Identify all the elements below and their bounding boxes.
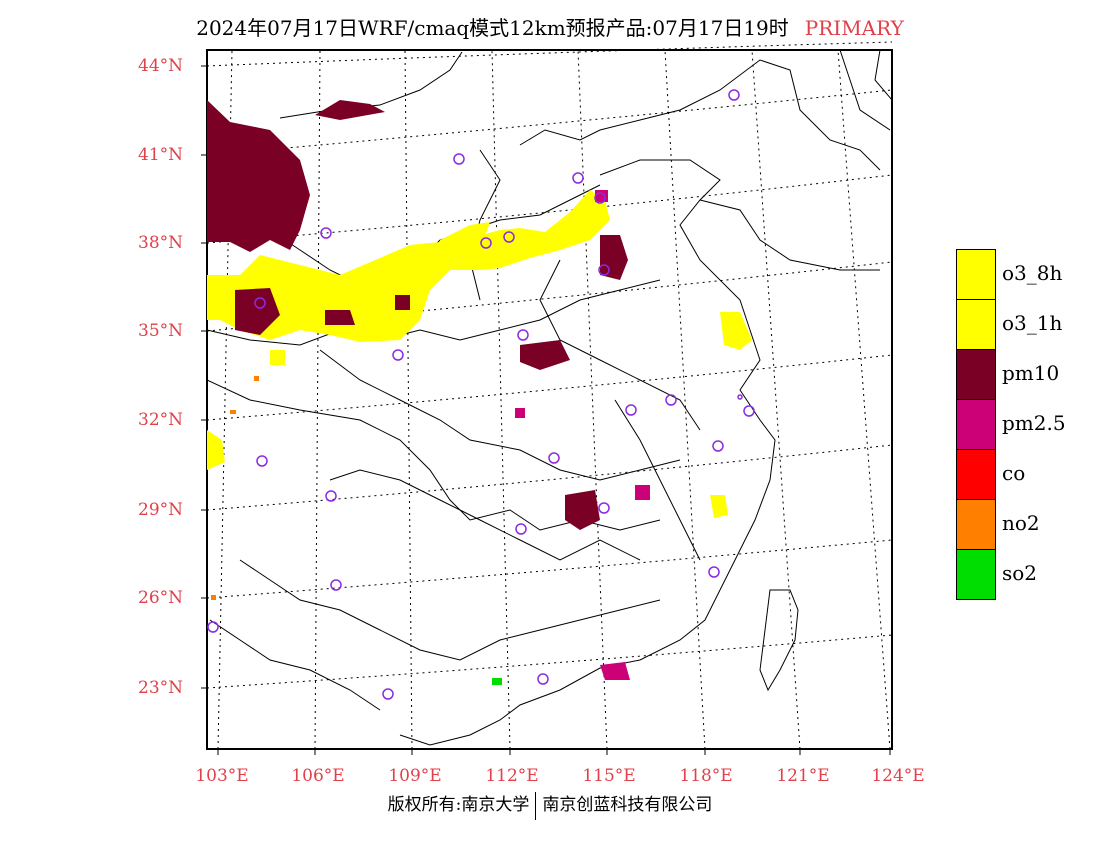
pm10-area-hexi (235, 288, 280, 335)
station-marker (594, 192, 606, 204)
footer-left: 版权所有:南京大学 (387, 795, 530, 815)
station-markers (207, 89, 755, 700)
lat-label: 32°N (138, 410, 184, 430)
station-marker (598, 502, 610, 514)
station-marker (712, 440, 724, 452)
pm10-areas (207, 100, 628, 530)
station-marker (320, 227, 332, 239)
station-marker (453, 153, 465, 165)
no2-areas (211, 376, 259, 600)
station-marker (708, 566, 720, 578)
lon-label: 121°E (776, 766, 830, 786)
pm10-area-northwest (207, 100, 310, 252)
o3-area-henan (440, 222, 490, 262)
lon-label: 103°E (195, 766, 249, 786)
o3-area-zhejiang (710, 495, 728, 518)
so2-areas (492, 678, 502, 685)
footer-right: 南京创蓝科技有限公司 (542, 795, 713, 815)
legend-swatch (956, 349, 996, 400)
pm10-area-shanxi (395, 295, 410, 310)
legend-swatch (956, 299, 996, 350)
copyright-footer: 版权所有:南京大学 南京创蓝科技有限公司 (0, 790, 1100, 820)
pm10-area-ningxia (325, 310, 355, 325)
o3-area-xizang (270, 350, 285, 365)
station-marker (207, 621, 219, 633)
legend-label: pm2.5 (1002, 411, 1066, 435)
lon-label: 106°E (291, 766, 345, 786)
o3-area-anhui (720, 312, 752, 350)
station-marker (254, 297, 266, 309)
legend-swatch (956, 449, 996, 500)
lon-label: 109°E (388, 766, 442, 786)
lon-label: 112°E (485, 766, 539, 786)
pm25-area-jiangxi (635, 485, 650, 500)
o3-areas (207, 190, 752, 518)
station-marker (728, 89, 740, 101)
so2-spot-1 (492, 678, 502, 685)
station-marker (325, 490, 337, 502)
no2-spot-3 (211, 595, 216, 600)
map-frame (206, 49, 893, 750)
station-marker (480, 237, 492, 249)
pm10-area-north (315, 100, 385, 120)
lon-label: 124°E (871, 766, 925, 786)
legend-label: pm10 (1002, 361, 1060, 385)
station-marker (537, 673, 549, 685)
no2-spot-2 (230, 410, 236, 414)
station-marker (625, 404, 637, 416)
axis-ticks (201, 65, 891, 755)
station-marker (517, 329, 529, 341)
no2-spot-1 (254, 376, 259, 381)
lat-label: 38°N (138, 233, 184, 253)
lon-label: 118°E (679, 766, 733, 786)
station-marker (330, 579, 342, 591)
lon-label: 115°E (582, 766, 636, 786)
station-marker (598, 264, 610, 276)
station-marker (737, 394, 743, 400)
station-marker (515, 523, 527, 535)
station-marker (382, 688, 394, 700)
station-marker (572, 172, 584, 184)
lat-label: 26°N (138, 588, 184, 608)
lat-label: 29°N (138, 500, 184, 520)
pm10-area-hunan (565, 490, 600, 530)
legend-label: so2 (1002, 561, 1038, 585)
footer-separator (535, 791, 537, 820)
pm10-area-henan (520, 340, 570, 370)
pm25-areas (515, 190, 650, 680)
pm25-area-hubei (515, 408, 525, 418)
legend-swatch (956, 249, 996, 300)
station-marker (665, 394, 677, 406)
legend-label: o3_8h (1002, 261, 1063, 285)
title-tag: PRIMARY (804, 16, 904, 40)
lat-label: 44°N (138, 56, 184, 76)
legend-label: no2 (1002, 511, 1040, 535)
pm10-area-hebei (600, 235, 628, 280)
station-marker (256, 455, 268, 467)
station-marker (503, 231, 515, 243)
pm25-area-beijing (595, 190, 608, 202)
title-text: 2024年07月17日WRF/cmaq模式12km预报产品:07月17日19时 (196, 16, 789, 40)
legend-label: o3_1h (1002, 311, 1063, 335)
lat-label: 41°N (138, 145, 184, 165)
lat-label: 35°N (138, 321, 184, 341)
pm25-area-guangdong (600, 662, 630, 680)
boundary-lines (206, 49, 893, 746)
lat-label: 23°N (138, 678, 184, 698)
o3-area-west (207, 190, 610, 342)
station-marker (392, 349, 404, 361)
o3-area-sichuan (207, 430, 225, 470)
station-marker (743, 405, 755, 417)
legend-swatch (956, 499, 996, 550)
map-title: 2024年07月17日WRF/cmaq模式12km预报产品:07月17日19时 P… (0, 12, 1100, 41)
station-marker (548, 452, 560, 464)
legend-swatch (956, 399, 996, 450)
legend-label: co (1002, 461, 1026, 485)
legend-swatch (956, 549, 996, 600)
